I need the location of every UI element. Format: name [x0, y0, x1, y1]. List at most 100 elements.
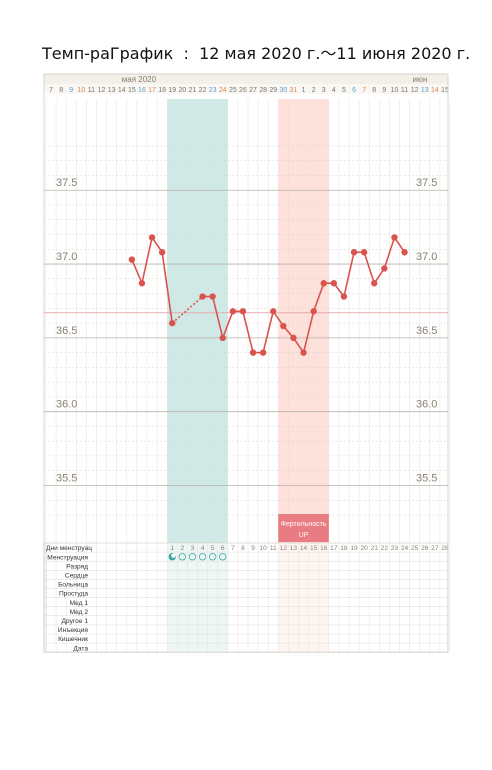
day-label: 8 — [372, 87, 376, 94]
day-label: 24 — [219, 87, 227, 94]
temp-point — [300, 349, 307, 356]
table-row-label: Кишечник — [58, 636, 88, 643]
cycle-day: 25 — [411, 545, 419, 552]
y-tick-right: 35.5 — [416, 472, 437, 484]
menstruation-drop-icon-cut — [171, 553, 176, 558]
menstruation-drop-icon — [219, 553, 227, 561]
y-tick-left: 37.0 — [56, 251, 77, 263]
temp-segment — [302, 311, 315, 353]
temp-point — [270, 308, 277, 315]
day-label: 22 — [199, 87, 207, 94]
day-label: 30 — [279, 87, 287, 94]
day-label: 7 — [49, 87, 53, 94]
table-row-label: Сердце — [65, 573, 88, 580]
temp-point — [138, 280, 146, 287]
day-label: 12 — [411, 87, 419, 94]
day-label: 18 — [158, 87, 166, 94]
table-row-label: Другое 1 — [62, 618, 89, 625]
day-label: 27 — [249, 87, 257, 94]
day-label: 9 — [382, 87, 386, 94]
temp-point — [330, 280, 338, 287]
cycle-day: 13 — [290, 545, 298, 552]
table-row-label: Инъекция — [58, 627, 89, 634]
day-label: 1 — [302, 87, 306, 94]
cycle-day: 28 — [441, 545, 449, 552]
temp-point — [310, 308, 317, 315]
table-row-label: Дни менструац — [46, 545, 92, 552]
temp-segment — [383, 237, 396, 269]
y-tick-left: 36.0 — [56, 399, 77, 411]
cycle-day: 8 — [241, 545, 245, 552]
table-row-label: Разряд — [66, 563, 88, 570]
y-tick-left: 37.5 — [56, 177, 77, 189]
day-label: 15 — [441, 87, 449, 94]
temp-segment — [131, 259, 143, 284]
day-label: 4 — [332, 87, 336, 94]
fertility-label: Фертильность — [281, 521, 327, 528]
temp-point — [128, 256, 136, 263]
cycle-day: 5 — [211, 545, 215, 552]
y-tick-right: 36.5 — [416, 325, 437, 337]
day-label: 17 — [148, 87, 156, 94]
day-label: 14 — [118, 87, 126, 94]
day-label: 5 — [342, 87, 346, 94]
temp-point — [148, 234, 156, 241]
temp-point — [229, 308, 237, 315]
day-label: 8 — [59, 87, 63, 94]
temp-point — [169, 319, 176, 327]
chart-title: Темп-раГрафик : 12 мая 2020 г.～11 июня 2… — [42, 44, 471, 63]
temp-point — [249, 349, 257, 356]
temp-point — [360, 249, 368, 256]
day-label: 6 — [352, 87, 356, 94]
chart-border — [43, 73, 449, 653]
day-label: 2 — [312, 87, 316, 94]
temp-segment — [363, 251, 376, 284]
cycle-day: 11 — [270, 545, 277, 552]
cycle-day: 22 — [381, 545, 389, 552]
day-label: 20 — [178, 87, 186, 94]
cycle-day: 9 — [251, 545, 255, 552]
day-label: 10 — [391, 87, 399, 94]
temp-segment — [161, 252, 174, 324]
temp-segment — [343, 252, 355, 297]
y-tick-right: 36.0 — [416, 399, 437, 411]
menstruation-drop-icon — [188, 553, 197, 561]
month-strip — [44, 74, 448, 84]
cycle-day: 7 — [231, 545, 235, 552]
temp-point — [280, 322, 287, 330]
temp-segment — [222, 311, 234, 339]
cycle-day: 19 — [350, 545, 358, 552]
cycle-day: 23 — [391, 545, 399, 552]
cycle-day: 26 — [421, 545, 429, 552]
temp-point — [219, 334, 226, 342]
day-label: 11 — [401, 87, 408, 94]
fertility-label-up: UP — [299, 532, 309, 539]
cycle-day: 1 — [170, 545, 174, 552]
temp-segment — [262, 311, 275, 353]
month-label: мая 2020 — [122, 75, 157, 84]
temp-point — [290, 334, 297, 342]
menstruation-drop-icon — [208, 553, 217, 561]
temp-point — [350, 249, 358, 256]
cycle-day: 4 — [201, 545, 205, 552]
day-label: 19 — [168, 87, 176, 94]
cycle-day: 18 — [340, 545, 348, 552]
cycle-day: 6 — [221, 545, 225, 552]
temp-point — [199, 293, 206, 300]
day-label: 13 — [421, 87, 429, 94]
temp-segment — [141, 237, 153, 284]
day-label: 11 — [88, 87, 95, 94]
temp-point — [381, 265, 388, 272]
temp-point — [158, 249, 166, 256]
table-row-label: Дата — [73, 645, 88, 652]
temp-point — [401, 249, 408, 256]
menstruation-drop-icon — [198, 553, 207, 561]
y-tick-left: 35.5 — [56, 472, 77, 484]
day-label: 28 — [259, 87, 267, 94]
day-label: 21 — [189, 87, 197, 94]
day-label: 3 — [322, 87, 326, 94]
cycle-day: 2 — [181, 545, 185, 552]
y-tick-left: 36.5 — [56, 325, 77, 337]
temp-point — [391, 234, 398, 241]
